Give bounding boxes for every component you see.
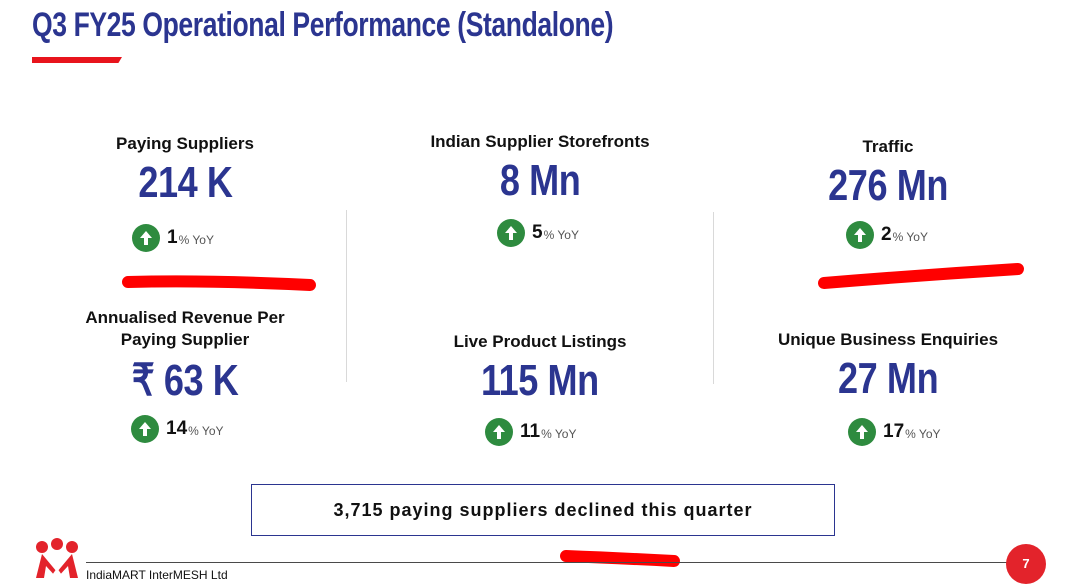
arrow-up-circle-icon (848, 418, 876, 446)
kpi-annualised-revenue: Annualised Revenue Per Paying Supplier (70, 307, 300, 351)
kpi-traffic: Traffic (768, 136, 1008, 158)
kpi-value: 27 Mn (837, 354, 939, 403)
arrow-up-circle-icon (131, 415, 159, 443)
annotation-underline-left (122, 275, 316, 291)
yoy-value: 2 (881, 224, 892, 245)
kpi-value-container: 276 Mn (768, 161, 1008, 211)
kpi-value: 8 Mn (499, 156, 581, 205)
column-divider-left (346, 210, 347, 382)
kpi-label: Live Product Listings (453, 332, 627, 351)
kpi-label: Indian Supplier Storefronts (430, 132, 650, 151)
kpi-value-container: ₹ 63 K (65, 355, 305, 406)
yoy-change: 1 % YoY (132, 224, 214, 252)
kpi-unique-business-enquiries: Unique Business Enquiries (758, 329, 1018, 351)
yoy-value: 14 (166, 418, 188, 439)
title-underline (32, 57, 122, 63)
kpi-label: Unique Business Enquiries (777, 330, 999, 349)
company-name: IndiaMART InterMESH Ltd (86, 568, 228, 582)
arrow-up-circle-icon (846, 221, 874, 249)
kpi-value-container: 8 Mn (400, 156, 680, 206)
yoy-value: 5 (532, 222, 543, 243)
arrow-up-circle-icon (485, 418, 513, 446)
kpi-value: ₹ 63 K (131, 356, 239, 405)
page-number: 7 (1022, 555, 1030, 571)
yoy-value: 11 (520, 421, 541, 442)
annotation-underline-bottom (560, 550, 680, 567)
callout-text: 3,715 paying suppliers declined this qua… (333, 499, 753, 520)
yoy-unit: % YoY (892, 230, 928, 244)
arrow-up-circle-icon (497, 219, 525, 247)
yoy-unit: % YoY (543, 228, 579, 242)
kpi-value-container: 115 Mn (410, 356, 670, 406)
kpi-indian-supplier-storefronts: Indian Supplier Storefronts (400, 131, 680, 153)
yoy-unit: % YoY (178, 233, 214, 247)
kpi-label: Traffic (862, 137, 914, 156)
kpi-live-product-listings: Live Product Listings (410, 331, 670, 353)
yoy-unit: % YoY (541, 427, 577, 441)
yoy-change: 11 % YoY (485, 418, 576, 446)
yoy-change: 14 % YoY (131, 415, 224, 443)
kpi-value: 276 Mn (828, 161, 948, 210)
yoy-change: 5 % YoY (497, 219, 579, 247)
kpi-value-container: 214 K (65, 158, 305, 208)
yoy-change: 2 % YoY (846, 221, 928, 249)
kpi-label: Annualised Revenue Per Paying Supplier (85, 308, 285, 349)
kpi-value: 115 Mn (481, 356, 599, 405)
annotation-underline-right (818, 263, 1024, 289)
page-title: Q3 FY25 Operational Performance (Standal… (32, 6, 614, 44)
indiamart-logo-icon (36, 538, 78, 578)
page-number-badge: 7 (1006, 544, 1046, 584)
kpi-value-container: 27 Mn (758, 354, 1018, 404)
yoy-change: 17 % YoY (848, 418, 941, 446)
kpi-label: Paying Suppliers (116, 134, 254, 153)
column-divider-right (713, 212, 714, 384)
yoy-unit: % YoY (905, 427, 941, 441)
kpi-value: 214 K (137, 158, 233, 207)
callout-box: 3,715 paying suppliers declined this qua… (251, 484, 835, 536)
kpi-paying-suppliers: Paying Suppliers (65, 133, 305, 155)
yoy-value: 1 (167, 227, 178, 248)
yoy-value: 17 (883, 421, 905, 442)
yoy-unit: % YoY (188, 424, 224, 438)
arrow-up-circle-icon (132, 224, 160, 252)
footer-divider (86, 562, 1016, 563)
